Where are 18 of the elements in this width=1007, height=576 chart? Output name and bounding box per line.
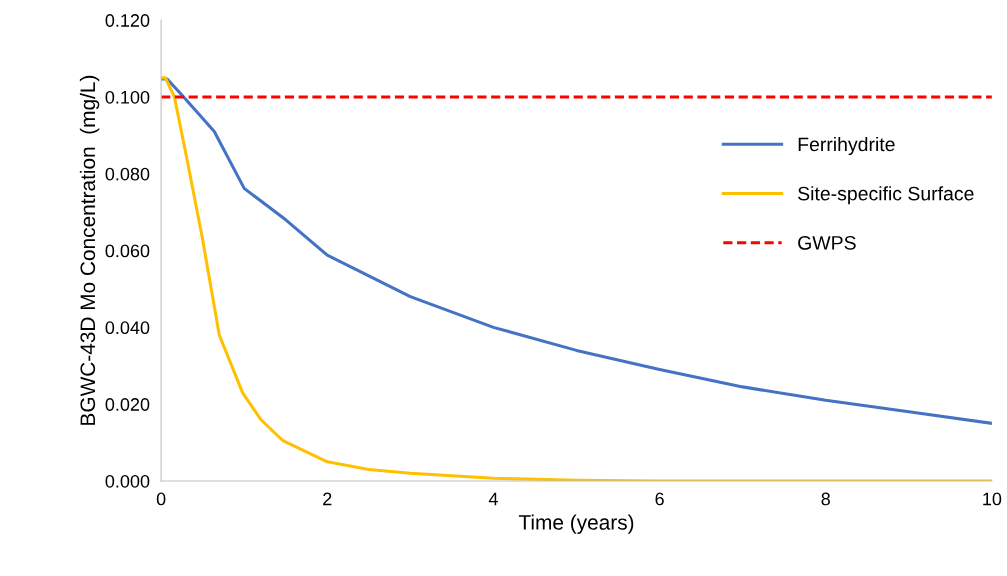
x-tick-label: 2 [323, 492, 332, 506]
legend-label: Site-specific Surface [798, 186, 974, 205]
y-tick-label: 0.100 [105, 90, 150, 104]
y-tick-label: 0.000 [105, 474, 150, 488]
x-tick-label: 0 [156, 492, 166, 506]
x-tick-label: 4 [488, 492, 498, 506]
y-tick-label: 0.020 [105, 398, 150, 411]
legend-label: GWPS [798, 235, 856, 250]
x-axis-title: Time (years) [518, 514, 634, 534]
x-tick-label: 8 [821, 492, 830, 506]
y-axis-title: BGWC-43D Mo Concentration (mg/L) [79, 75, 100, 425]
y-tick-label: 0.080 [105, 167, 150, 181]
y-tick-label: 0.060 [105, 244, 150, 258]
x-tick-label: 6 [655, 492, 664, 506]
y-tick-label: 0.120 [105, 14, 150, 27]
legend-label: Ferrihydrite [798, 136, 895, 156]
x-tick-label: 10 [983, 492, 1002, 506]
y-tick-label: 0.040 [105, 321, 150, 335]
